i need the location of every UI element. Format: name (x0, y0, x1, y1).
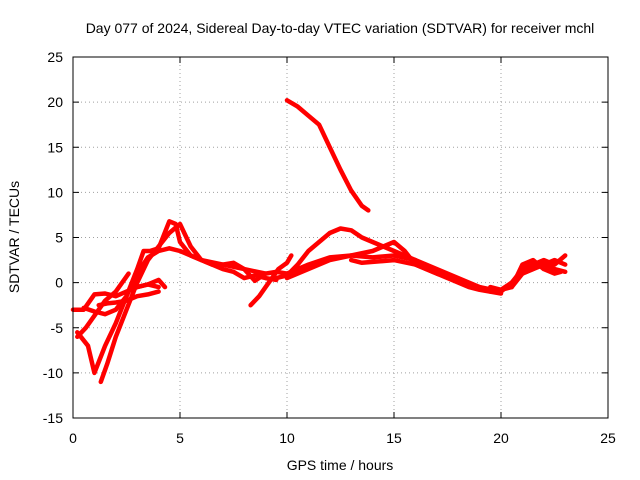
series-track-10 (274, 226, 418, 281)
series-track-3 (75, 219, 279, 376)
series-track-2 (75, 271, 131, 340)
series-layer (70, 98, 568, 385)
y-tick-label: -15 (43, 410, 63, 426)
x-tick-label: 20 (493, 430, 509, 446)
tick-layer: 0 5 10 15 20 25 -15 -10 -5 0 5 10 15 20 25 (43, 49, 616, 446)
grid-layer (73, 57, 608, 418)
series-track-14 (488, 257, 568, 293)
series-track-5 (81, 246, 268, 317)
series-track-15 (509, 257, 564, 290)
y-tick-label: 20 (47, 94, 63, 110)
y-tick-label: 10 (47, 184, 63, 200)
y-tick-label: 15 (47, 139, 63, 155)
x-tick-label: 0 (69, 430, 77, 446)
chart-title: Day 077 of 2024, Sidereal Day-to-day VTE… (86, 20, 595, 36)
series-track-9 (248, 253, 294, 308)
series-track-7 (134, 277, 168, 290)
y-tick-label: 25 (47, 49, 63, 65)
y-tick-label: 5 (55, 230, 63, 246)
y-tick-label: 0 (55, 275, 63, 291)
series-track-4 (98, 221, 290, 385)
series-track-8 (284, 98, 371, 213)
x-axis-title: GPS time / hours (287, 457, 394, 473)
y-tick-label: -5 (51, 320, 64, 336)
series-track-6 (96, 289, 161, 308)
x-tick-label: 25 (600, 430, 616, 446)
y-tick-label: -10 (43, 365, 63, 381)
y-axis-title: SDTVAR / TECUs (6, 181, 22, 293)
x-tick-label: 15 (386, 430, 402, 446)
x-tick-label: 10 (279, 430, 295, 446)
x-tick-label: 5 (176, 430, 184, 446)
